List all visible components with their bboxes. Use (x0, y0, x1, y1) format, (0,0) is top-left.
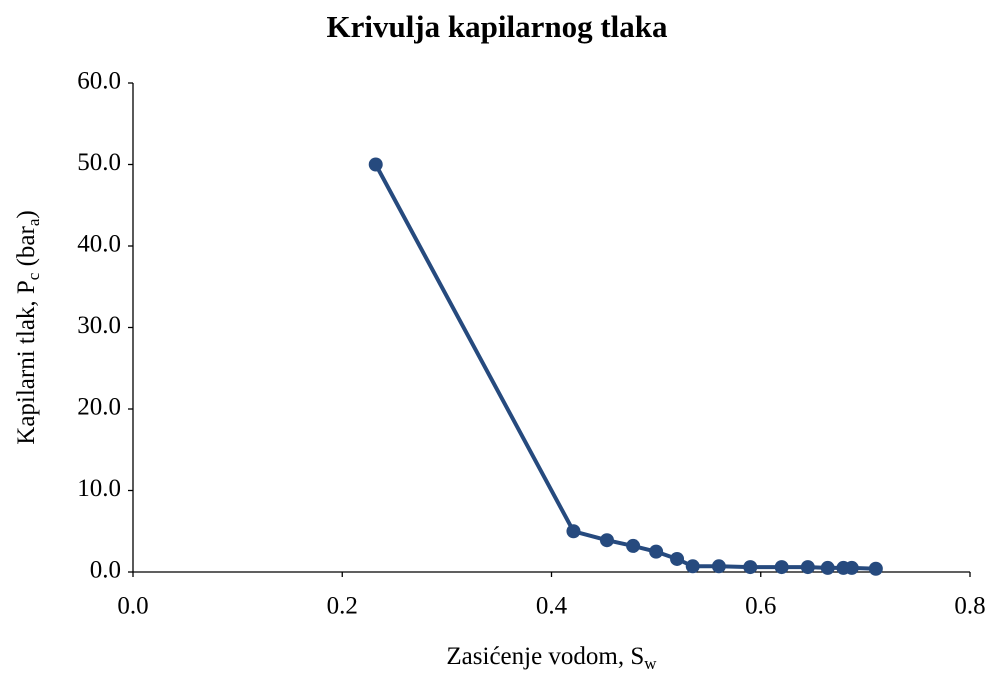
x-tick-label: 0.0 (117, 593, 148, 620)
data-point (800, 560, 815, 575)
y-tick-label: 10.0 (77, 475, 121, 502)
data-point (711, 559, 726, 574)
y-tick-label: 0.0 (90, 557, 121, 584)
x-axis-label-subscript: w (644, 654, 657, 673)
x-axis-label: Zasićenje vodom, Sw (446, 643, 657, 673)
data-point (566, 524, 581, 539)
y-axis-label-subscript: c (24, 272, 43, 280)
data-point (368, 157, 383, 172)
x-tick-label: 0.6 (745, 593, 776, 620)
x-tick-label: 0.8 (954, 593, 985, 620)
data-point (649, 544, 664, 559)
x-tick-label: 0.4 (536, 593, 568, 620)
y-tick-label: 20.0 (77, 394, 121, 421)
chart-title: Krivulja kapilarnog tlaka (326, 9, 668, 44)
y-tick-label: 50.0 (77, 149, 121, 176)
y-axis-label: Kapilarni tlak, Pc (bara) (13, 210, 43, 444)
data-point (670, 551, 685, 566)
data-point (599, 533, 614, 548)
data-point (820, 560, 835, 575)
data-point (844, 560, 859, 575)
x-axis-label-part: Zasićenje vodom, S (446, 643, 644, 670)
data-point (868, 561, 883, 576)
y-axis-label-part: (bar (13, 225, 40, 272)
x-tick-label: 0.2 (327, 593, 358, 620)
data-point (626, 538, 641, 553)
series-line (373, 163, 876, 571)
data-point (743, 560, 758, 575)
y-tick-label: 40.0 (77, 231, 121, 258)
y-tick-label: 30.0 (77, 312, 121, 339)
data-point (774, 560, 789, 575)
y-tick-label: 60.0 (77, 68, 121, 95)
y-axis-label-part: Kapilarni tlak, P (13, 280, 40, 445)
y-axis-label-part: ) (13, 210, 40, 218)
data-point (685, 559, 700, 574)
y-axis-label-subscript: a (24, 218, 43, 226)
